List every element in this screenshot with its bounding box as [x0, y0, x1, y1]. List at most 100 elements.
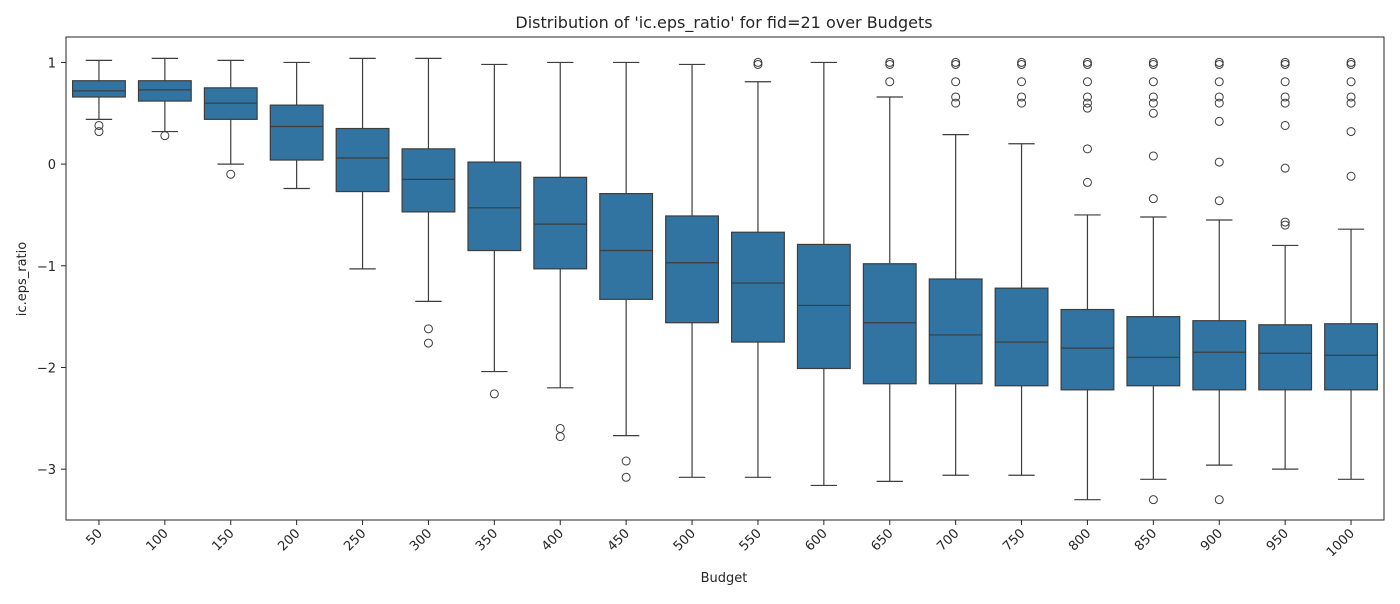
- y-tick-label: −1: [37, 260, 56, 275]
- outlier-point: [1346, 127, 1356, 137]
- outlier-point: [1214, 157, 1224, 167]
- x-tick-label: 950: [1264, 526, 1292, 554]
- x-tick-label: 650: [868, 526, 896, 554]
- x-tick-label: 600: [803, 526, 831, 554]
- box-group-50: [71, 59, 126, 137]
- outlier-point: [885, 57, 895, 67]
- outlier-point: [951, 92, 961, 102]
- outlier-point: [1346, 171, 1356, 181]
- x-tick-label: 350: [473, 526, 501, 554]
- outlier-point: [885, 77, 895, 87]
- outlier-point: [1017, 77, 1027, 87]
- x-tick-label: 250: [341, 526, 369, 554]
- y-tick-label: −3: [37, 463, 56, 478]
- box-group-700: [928, 57, 983, 476]
- outlier-point: [423, 338, 433, 348]
- outlier-point: [1214, 92, 1224, 102]
- box-iqr: [137, 80, 192, 102]
- box-iqr: [1060, 308, 1115, 391]
- outlier-point: [1280, 220, 1290, 230]
- outlier-point: [1214, 495, 1224, 505]
- x-tick-label: 200: [275, 526, 303, 554]
- outlier-point: [1082, 77, 1092, 87]
- outlier-point: [1214, 98, 1224, 108]
- box-group-350: [467, 63, 522, 399]
- outlier-point: [1082, 57, 1092, 67]
- outlier-point: [1214, 196, 1224, 206]
- box-iqr: [467, 161, 522, 252]
- box-iqr: [928, 278, 983, 385]
- outlier-point: [1346, 92, 1356, 102]
- box-group-850: [1126, 57, 1181, 505]
- box-iqr: [665, 215, 720, 324]
- box-iqr: [730, 231, 785, 343]
- outlier-point: [1280, 59, 1290, 69]
- outlier-point: [1214, 59, 1224, 69]
- outlier-point: [1280, 98, 1290, 108]
- outlier-point: [1148, 108, 1158, 118]
- box-group-450: [599, 61, 654, 482]
- x-tick-label: 300: [407, 526, 435, 554]
- box-group-800: [1060, 57, 1115, 501]
- box-group-150: [203, 59, 258, 179]
- outlier-point: [1280, 57, 1290, 67]
- outlier-point: [1148, 194, 1158, 204]
- outlier-point: [621, 456, 631, 466]
- outlier-point: [1214, 57, 1224, 67]
- outlier-point: [1280, 77, 1290, 87]
- x-tick-label: 700: [934, 526, 962, 554]
- outlier-point: [1280, 217, 1290, 227]
- y-axis-label: ic.eps_ratio: [15, 242, 30, 316]
- outlier-point: [1346, 59, 1356, 69]
- outlier-point: [1214, 116, 1224, 126]
- box-iqr: [599, 192, 654, 300]
- outlier-point: [1082, 177, 1092, 187]
- outlier-point: [1082, 103, 1092, 113]
- box-group-400: [533, 61, 588, 442]
- outlier-point: [1280, 92, 1290, 102]
- box-iqr: [533, 176, 588, 270]
- outlier-point: [1148, 57, 1158, 67]
- outlier-point: [951, 57, 961, 67]
- x-tick-label: 750: [1000, 526, 1028, 554]
- x-tick-label: 150: [209, 526, 237, 554]
- x-tick-label: 900: [1198, 526, 1226, 554]
- box-iqr: [1192, 320, 1247, 391]
- box-iqr: [1324, 323, 1379, 391]
- x-tick-label: 550: [737, 526, 765, 554]
- box-iqr: [994, 287, 1049, 387]
- outlier-point: [1148, 495, 1158, 505]
- plot-frame: [65, 36, 1385, 521]
- outlier-point: [1346, 77, 1356, 87]
- outlier-point: [951, 59, 961, 69]
- x-tick-label: 450: [605, 526, 633, 554]
- outlier-point: [1346, 98, 1356, 108]
- box-group-100: [137, 57, 192, 141]
- outlier-point: [1148, 59, 1158, 69]
- outlier-point: [1346, 57, 1356, 67]
- y-tick-label: 0: [48, 158, 56, 173]
- outlier-point: [94, 127, 104, 137]
- box-iqr: [269, 104, 324, 161]
- outlier-point: [1017, 59, 1027, 69]
- outlier-point: [1148, 151, 1158, 161]
- box-group-1000: [1324, 57, 1379, 480]
- y-tick-label: 1: [48, 56, 56, 71]
- outlier-point: [94, 120, 104, 130]
- outlier-point: [1214, 77, 1224, 87]
- box-iqr: [71, 80, 126, 98]
- box-iqr: [796, 243, 851, 370]
- outlier-point: [1082, 59, 1092, 69]
- outlier-point: [1017, 98, 1027, 108]
- box-iqr: [401, 148, 456, 213]
- outlier-point: [951, 77, 961, 87]
- outlier-point: [160, 131, 170, 141]
- x-tick-label: 1000: [1324, 526, 1358, 560]
- box-group-200: [269, 61, 324, 190]
- outlier-point: [1082, 144, 1092, 154]
- box-group-900: [1192, 57, 1247, 505]
- box-group-300: [401, 57, 456, 348]
- x-axis-label: Budget: [701, 571, 748, 586]
- box-iqr: [1126, 316, 1181, 387]
- plot-area: [71, 57, 1379, 505]
